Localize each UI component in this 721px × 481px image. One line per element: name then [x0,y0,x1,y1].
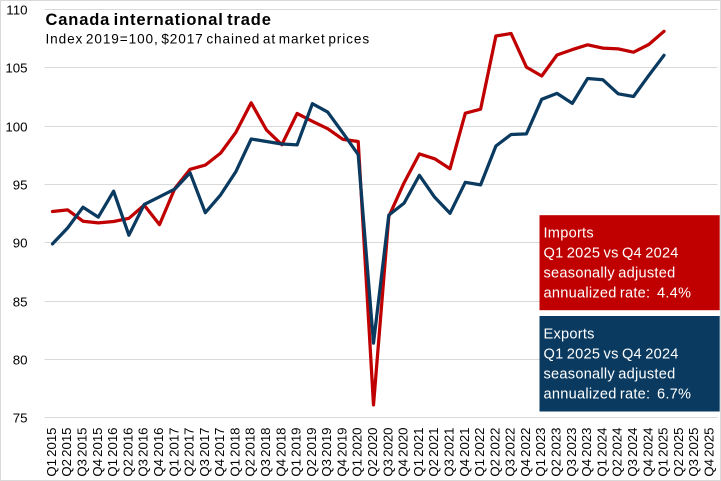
svg-text:Q3 2018: Q3 2018 [258,428,273,477]
svg-text:105: 105 [5,60,27,75]
svg-text:Q4 2018: Q4 2018 [273,428,288,477]
svg-text:Q4 2023: Q4 2023 [579,428,594,477]
svg-text:Q3 2015: Q3 2015 [75,428,90,477]
svg-text:Q3 2020: Q3 2020 [380,428,395,477]
svg-text:Index 2019=100, $2017 chained: Index 2019=100, $2017 chained at market … [46,31,371,46]
svg-text:Canada international trade: Canada international trade [46,11,272,29]
svg-text:Q1 2021: Q1 2021 [411,428,426,477]
svg-text:110: 110 [6,2,27,17]
svg-text:annualized rate: 6.7%: annualized rate: 6.7% [544,387,692,403]
svg-text:80: 80 [13,352,28,367]
svg-text:Q3 2023: Q3 2023 [564,428,579,477]
svg-text:Q1 2018: Q1 2018 [227,428,242,477]
svg-text:annualized rate: 4.4%: annualized rate: 4.4% [544,286,692,302]
svg-text:Q1 2019: Q1 2019 [289,428,304,477]
svg-text:Imports: Imports [544,226,594,242]
svg-text:Q1 2016: Q1 2016 [105,428,120,477]
svg-text:Q4 2022: Q4 2022 [518,428,533,477]
svg-text:Q1 2022: Q1 2022 [472,427,487,476]
svg-text:Q2 2023: Q2 2023 [549,428,564,477]
svg-text:Q4 2025: Q4 2025 [701,428,716,477]
svg-text:Q1 2015: Q1 2015 [44,428,59,477]
svg-text:Q4 2015: Q4 2015 [90,428,105,477]
svg-text:Q2 2024: Q2 2024 [610,428,625,477]
svg-text:Q1 2025 vs Q4 2024: Q1 2025 vs Q4 2024 [544,246,679,262]
svg-text:Q2 2025: Q2 2025 [671,428,686,477]
svg-text:Q2 2015: Q2 2015 [59,428,74,477]
svg-text:Q2 2022: Q2 2022 [487,428,502,477]
svg-text:Q3 2022: Q3 2022 [503,427,518,476]
svg-text:Q4 2016: Q4 2016 [151,428,166,477]
svg-text:Q3 2016: Q3 2016 [136,428,151,477]
svg-text:95: 95 [13,177,28,192]
svg-text:Exports: Exports [544,327,595,343]
svg-text:Q4 2024: Q4 2024 [640,428,655,477]
svg-text:Q1 2020: Q1 2020 [350,428,365,477]
svg-text:seasonally adjusted: seasonally adjusted [544,367,676,383]
svg-text:Q3 2017: Q3 2017 [197,428,212,477]
svg-text:Q3 2025: Q3 2025 [686,428,701,477]
svg-text:75: 75 [13,410,28,425]
svg-text:Q2 2021: Q2 2021 [426,428,441,477]
svg-text:Q1 2024: Q1 2024 [594,428,609,477]
svg-text:Q3 2019: Q3 2019 [319,428,334,477]
svg-text:Q2 2018: Q2 2018 [243,428,258,477]
svg-text:90: 90 [13,235,28,250]
svg-text:Q4 2019: Q4 2019 [335,428,350,477]
svg-text:seasonally adjusted: seasonally adjusted [544,266,676,282]
svg-text:Q2 2019: Q2 2019 [304,428,319,477]
svg-text:Q1 2025: Q1 2025 [656,428,671,477]
svg-text:Q4 2017: Q4 2017 [212,428,227,477]
svg-text:100: 100 [5,119,27,134]
svg-text:Q2 2017: Q2 2017 [182,428,197,477]
svg-text:85: 85 [13,294,28,309]
svg-text:Q2 2016: Q2 2016 [120,428,135,477]
svg-text:Q1 2023: Q1 2023 [533,428,548,477]
svg-text:Q3 2024: Q3 2024 [625,428,640,477]
svg-text:Q4 2020: Q4 2020 [396,428,411,477]
svg-text:Q2 2020: Q2 2020 [365,428,380,477]
svg-text:Q1 2025 vs Q4 2024: Q1 2025 vs Q4 2024 [544,347,679,363]
svg-text:Q4 2021: Q4 2021 [457,428,472,477]
svg-text:Q1 2017: Q1 2017 [166,428,181,477]
svg-text:Q3 2021: Q3 2021 [442,428,457,477]
